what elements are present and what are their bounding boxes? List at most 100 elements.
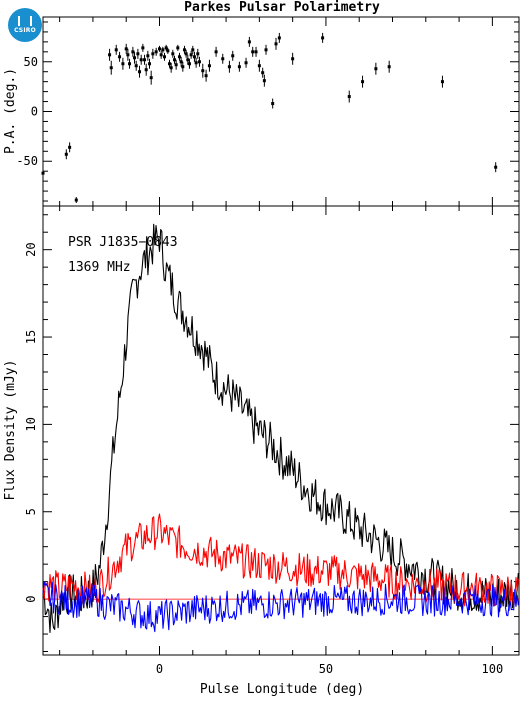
frequency-label: 1369 MHz <box>68 260 131 275</box>
pa-point <box>347 95 351 99</box>
pa-point <box>136 52 140 56</box>
pa-point <box>149 76 153 80</box>
pa-point <box>172 58 176 62</box>
pa-point <box>68 145 72 149</box>
pa-point <box>274 42 278 46</box>
pa-point <box>151 52 155 56</box>
pa-point <box>64 152 68 156</box>
pa-point <box>148 62 152 66</box>
pa-point <box>440 80 444 84</box>
xtick-label: 0 <box>156 662 163 676</box>
flux-ytick-label: 15 <box>24 330 38 344</box>
pa-point <box>237 65 241 69</box>
pa-point <box>257 64 261 68</box>
pa-point <box>177 55 181 59</box>
flux-panel: 0 5 10 15 20 0 50 100 PSR J1835−0843 1369 MHz <box>24 17 520 676</box>
pa-point <box>134 64 138 68</box>
pa-point <box>182 48 186 52</box>
flux-ytick-label: 20 <box>24 242 38 256</box>
pa-point <box>138 70 142 74</box>
pa-point <box>187 62 191 66</box>
pa-point <box>158 47 162 51</box>
pa-point <box>124 47 128 51</box>
pa-ylabel: P.A. (deg.) <box>3 68 18 154</box>
pa-point <box>191 48 195 52</box>
pa-point <box>264 48 268 52</box>
pa-point <box>167 62 171 66</box>
pa-point <box>254 50 258 54</box>
pa-point <box>494 165 498 169</box>
pulsar-name-label: PSR J1835−0843 <box>68 235 178 250</box>
pa-point <box>261 71 265 75</box>
pa-point <box>133 56 137 60</box>
pa-point <box>204 74 208 78</box>
pa-point <box>139 58 143 62</box>
linear-polarization-line <box>42 513 519 608</box>
pa-point <box>214 50 218 54</box>
pa-ytick-label: 50 <box>24 55 38 69</box>
pa-point <box>181 65 185 69</box>
pa-point <box>201 69 205 73</box>
pa-point <box>361 80 365 84</box>
pa-point <box>251 50 255 54</box>
pa-point <box>41 171 45 175</box>
pa-point <box>174 63 178 67</box>
pa-point <box>162 55 166 59</box>
pa-point <box>189 53 193 57</box>
pa-point <box>161 48 165 52</box>
pa-point <box>184 52 188 56</box>
pa-point <box>271 102 275 106</box>
pa-point <box>118 55 122 59</box>
pa-point <box>114 48 118 52</box>
pa-point <box>247 40 251 44</box>
pa-point <box>166 49 170 53</box>
pa-point <box>144 68 148 72</box>
csiro-logo: CSIRO <box>8 8 42 42</box>
total-intensity-line <box>42 223 519 634</box>
pa-point <box>169 66 173 70</box>
pa-ytick-label: 0 <box>31 105 38 119</box>
pa-point <box>171 52 175 56</box>
pa-point <box>227 65 231 69</box>
pa-point <box>196 52 200 56</box>
pa-point <box>154 50 158 54</box>
pa-panel: -50 0 50 <box>16 16 520 207</box>
pa-point <box>291 57 295 61</box>
circular-polarization-line <box>42 581 519 633</box>
pa-point <box>143 58 147 62</box>
pa-point <box>231 54 235 58</box>
pa-point <box>321 36 325 40</box>
xtick-label: 50 <box>319 662 333 676</box>
x-axis-label: Pulse Longitude (deg) <box>200 682 364 697</box>
flux-ylabel: Flux Density (mJy) <box>3 360 18 501</box>
pa-point <box>277 36 281 40</box>
pa-ytick-label: -50 <box>16 154 38 168</box>
pa-point <box>159 53 163 57</box>
pa-point <box>176 46 180 50</box>
pa-point <box>121 62 125 66</box>
pa-point <box>387 65 391 69</box>
flux-panel-frame <box>42 205 520 656</box>
pa-point <box>192 55 196 59</box>
chart-title: Parkes Pulsar Polarimetry <box>184 0 380 15</box>
pa-point <box>244 61 248 65</box>
pa-point <box>207 64 211 68</box>
pa-point <box>194 61 198 65</box>
logo-text: CSIRO <box>14 27 36 34</box>
pa-point <box>131 50 135 54</box>
pa-point <box>146 54 150 58</box>
pa-point <box>109 66 113 70</box>
pa-point <box>374 67 378 71</box>
flux-ytick-label: 0 <box>24 595 38 602</box>
pa-point <box>221 57 225 61</box>
pa-point <box>262 79 266 83</box>
pa-point <box>179 60 183 64</box>
flux-ytick-label: 5 <box>24 508 38 515</box>
pa-point <box>126 53 130 57</box>
pa-panel-frame <box>42 16 520 207</box>
pa-point <box>128 62 132 66</box>
pa-point <box>141 46 145 50</box>
pa-point <box>164 46 168 50</box>
xtick-label: 100 <box>482 662 504 676</box>
